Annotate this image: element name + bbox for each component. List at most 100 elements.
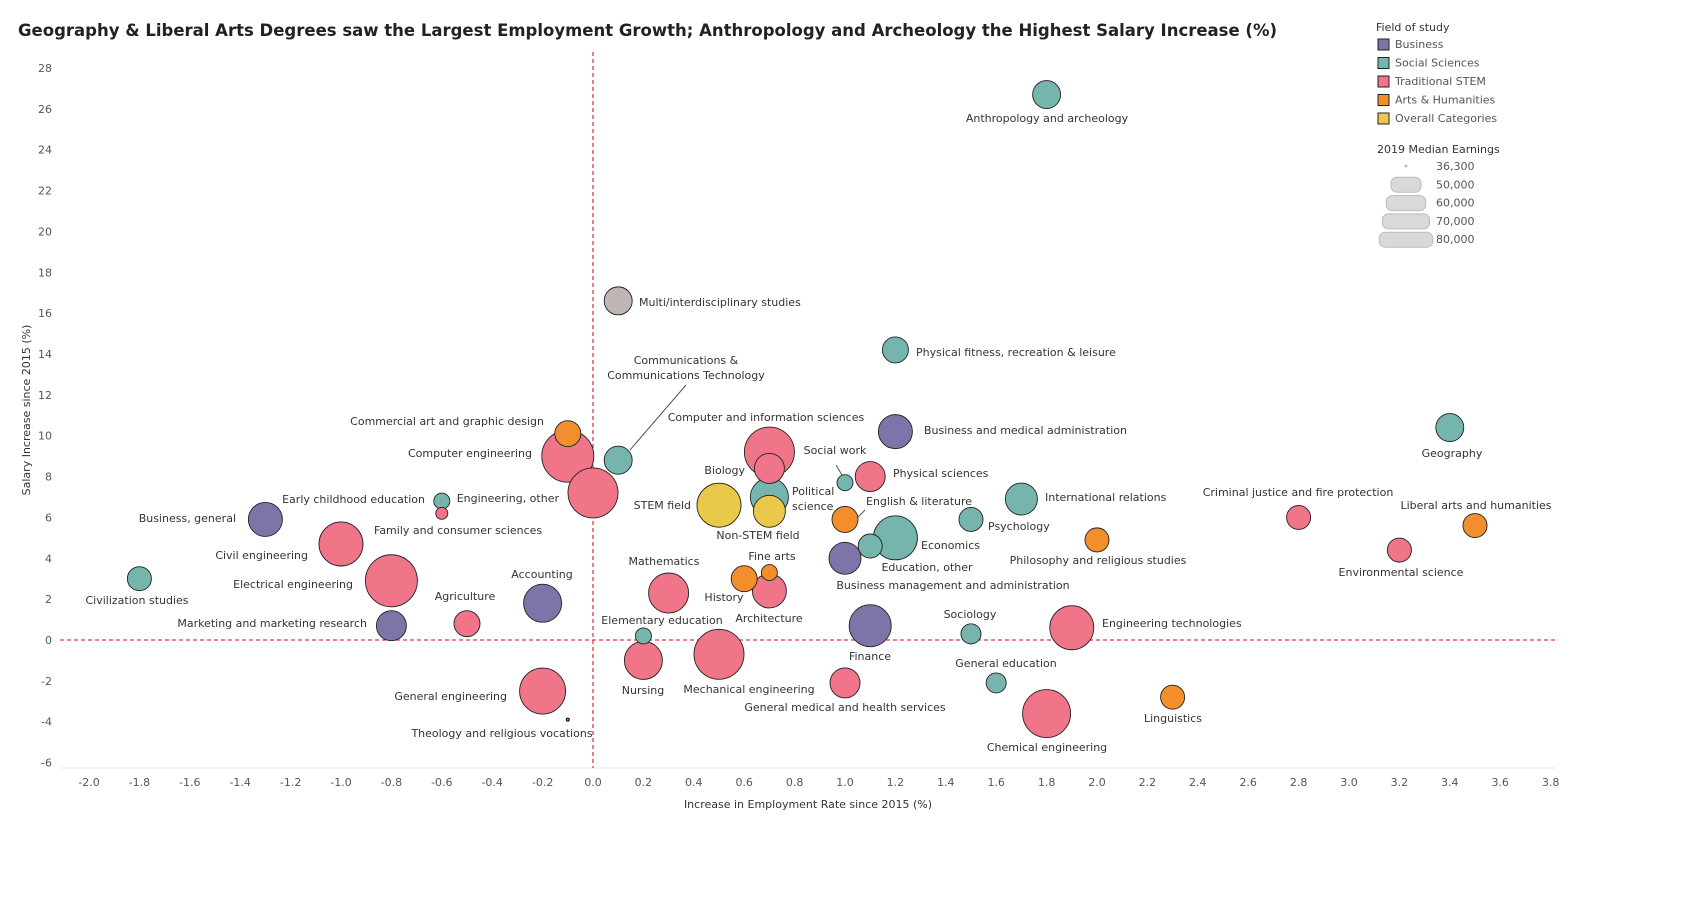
point-label: Environmental science [1339, 566, 1464, 579]
bubble-nursing[interactable] [623, 640, 663, 680]
legend-item-label[interactable]: Social Sciences [1395, 57, 1480, 70]
size-legend-label: 70,000 [1436, 215, 1475, 228]
x-tick-label: 1.2 [887, 776, 905, 789]
size-legend-label: 60,000 [1436, 197, 1475, 210]
size-legend-label: 36,300 [1436, 160, 1475, 173]
x-tick-label: 0.0 [584, 776, 602, 789]
point-label: Civilization studies [85, 594, 188, 607]
bubble-electrical-engineering[interactable] [364, 554, 418, 608]
legend-title: Field of study [1376, 21, 1450, 34]
point-label: Physical fitness, recreation & leisure [916, 346, 1116, 359]
bubble-social-work[interactable] [836, 474, 854, 492]
size-legend-title: 2019 Median Earnings [1377, 143, 1500, 156]
point-label: Architecture [735, 612, 803, 625]
bubble-agriculture[interactable] [453, 610, 481, 638]
bubble-mechanical-engineering[interactable] [693, 628, 745, 680]
x-tick-label: 2.8 [1290, 776, 1308, 789]
legend-swatch [1377, 38, 1390, 51]
bubble-international-relations[interactable] [1004, 482, 1038, 516]
bubble-civil-engineering[interactable] [318, 521, 364, 567]
bubble-engineering-technologies[interactable] [1049, 605, 1095, 651]
point-label: Sociology [944, 608, 997, 621]
bubble-multi-interdisciplinary-studies[interactable] [603, 286, 633, 316]
bubble-business-and-medical-administration[interactable] [877, 414, 913, 450]
point-label: Geography [1422, 447, 1483, 460]
point-label: Linguistics [1144, 712, 1202, 725]
point-label: Physical sciences [893, 467, 989, 480]
bubble-communications-communications-technology[interactable] [603, 445, 633, 475]
bubble-geography[interactable] [1435, 413, 1465, 442]
bubble-biology[interactable] [753, 452, 785, 484]
bubble-stem-field[interactable] [696, 482, 742, 528]
bubble-liberal-arts-and-humanities[interactable] [1462, 513, 1488, 539]
size-legend-label: 80,000 [1436, 233, 1475, 246]
x-tick-label: -0.4 [481, 776, 502, 789]
bubble-physical-sciences[interactable] [854, 461, 886, 493]
point-label: Accounting [511, 568, 572, 581]
bubble-family-and-consumer-sciences[interactable] [435, 506, 449, 520]
legend-swatch [1377, 112, 1390, 125]
point-label: Political science [792, 485, 834, 513]
bubble-finance[interactable] [848, 604, 892, 648]
size-legend-mark [1404, 164, 1408, 168]
bubble-elementary-education[interactable] [634, 627, 652, 645]
y-tick-label: 20 [38, 225, 52, 238]
point-label: Computer engineering [408, 447, 532, 460]
legend-item-label[interactable]: Arts & Humanities [1395, 94, 1496, 107]
bubble-business-general[interactable] [247, 502, 283, 537]
x-tick-label: 2.0 [1088, 776, 1106, 789]
bubble-commercial-art-and-graphic-design[interactable] [554, 420, 582, 448]
x-tick-label: 0.4 [685, 776, 703, 789]
bubble-theology-and-religious-vocations[interactable] [565, 717, 570, 722]
bubble-engineering-other[interactable] [567, 467, 619, 519]
legend-item-label[interactable]: Traditional STEM [1394, 75, 1486, 88]
bubble-criminal-justice-and-fire-protection[interactable] [1286, 504, 1312, 530]
y-tick-label: 16 [38, 307, 52, 320]
bubble-mathematics[interactable] [648, 572, 690, 614]
bubble-general-medical-and-health-services[interactable] [829, 667, 861, 699]
bubble-marketing-and-marketing-research[interactable] [375, 610, 407, 642]
y-tick-label: 2 [45, 593, 52, 606]
bubble-psychology[interactable] [958, 506, 984, 532]
y-tick-label: 12 [38, 389, 52, 402]
bubble-fine-arts[interactable] [760, 564, 778, 582]
bubble-early-childhood-education[interactable] [433, 492, 451, 510]
bubble-business-management-and-administration[interactable] [828, 541, 862, 575]
x-tick-label: -1.8 [129, 776, 150, 789]
y-tick-label: 22 [38, 185, 52, 198]
bubble-chemical-engineering[interactable] [1022, 689, 1072, 739]
y-tick-label: 10 [38, 430, 52, 443]
x-tick-label: 0.2 [635, 776, 653, 789]
y-tick-label: 26 [38, 103, 52, 116]
x-tick-label: -0.6 [431, 776, 452, 789]
bubble-accounting[interactable] [523, 583, 563, 623]
x-tick-label: 1.4 [937, 776, 955, 789]
y-axis-title: Salary Increase since 2015 (%) [20, 325, 33, 496]
bubble-philosophy-and-religious-studies[interactable] [1084, 527, 1110, 553]
bubble-anthropology-and-archeology[interactable] [1032, 80, 1062, 109]
size-legend-mark [1385, 195, 1427, 212]
y-tick-label: 18 [38, 266, 52, 279]
bubble-general-engineering[interactable] [519, 667, 567, 715]
y-tick-label: 24 [38, 144, 52, 157]
bubble-civilization-studies[interactable] [126, 566, 152, 592]
bubble-general-education[interactable] [985, 672, 1007, 694]
x-tick-label: 3.8 [1542, 776, 1560, 789]
legend-item-label[interactable]: Overall Categories [1395, 112, 1497, 125]
bubble-environmental-science[interactable] [1386, 537, 1412, 563]
point-label: Anthropology and archeology [966, 112, 1129, 125]
size-legend-mark [1381, 213, 1431, 230]
bubble-non-stem-field[interactable] [752, 494, 786, 528]
bubble-physical-fitness-recreation-leisure[interactable] [881, 336, 909, 364]
bubble-sociology[interactable] [960, 623, 982, 645]
x-tick-label: -1.6 [179, 776, 200, 789]
bubble-linguistics[interactable] [1160, 684, 1186, 710]
bubble-history[interactable] [730, 565, 758, 593]
legend-item-label[interactable]: Business [1395, 38, 1444, 51]
point-label: Fine arts [748, 550, 795, 563]
bubble-education-other[interactable] [857, 533, 883, 559]
size-legend-mark [1390, 176, 1422, 193]
x-tick-label: -0.8 [381, 776, 402, 789]
bubble-english-literature[interactable] [831, 506, 859, 533]
